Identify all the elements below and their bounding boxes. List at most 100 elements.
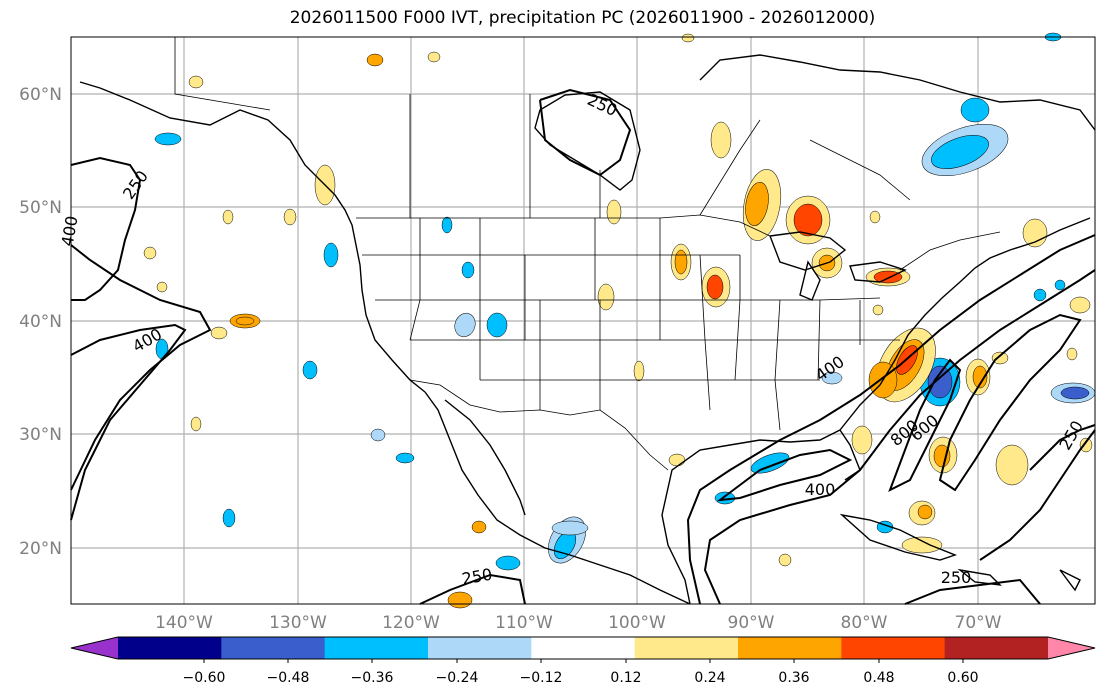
precip-blob xyxy=(395,452,415,464)
precip-blob xyxy=(447,591,473,609)
colorbar-tick-label: 0.24 xyxy=(694,670,725,686)
precip-blob xyxy=(235,316,255,326)
colorbar-tick-label: 0.48 xyxy=(863,670,894,686)
precip-blob xyxy=(143,246,157,260)
ivt-contour xyxy=(70,244,212,491)
precip-blob xyxy=(633,360,645,382)
precip-blob xyxy=(873,270,903,284)
precip-blob xyxy=(427,51,441,63)
colorbar-tick-label: −0.60 xyxy=(183,670,226,686)
longitude-label: 100°W xyxy=(608,613,666,633)
precip-blob xyxy=(210,326,228,340)
precip-blob xyxy=(681,33,695,43)
coastline xyxy=(424,391,691,605)
ivt-contour xyxy=(539,88,632,177)
precip-blob xyxy=(606,199,622,225)
colorbar-tick-label: 0.60 xyxy=(947,670,978,686)
colorbar-segment xyxy=(634,637,739,659)
coastline xyxy=(444,399,526,516)
coastline xyxy=(79,81,426,393)
coastline xyxy=(699,54,1096,131)
colorbar-outline xyxy=(70,636,1096,660)
ivt-contour xyxy=(938,313,1082,492)
longitude-label: 120°W xyxy=(382,613,440,633)
longitude-labels: 140°W 130°W 120°W 110°W 100°W 90°W 80°W 70°W xyxy=(155,613,1002,633)
ivt-contour xyxy=(703,269,1096,605)
ivt-contour xyxy=(70,323,187,521)
colorbar-tick-label: −0.12 xyxy=(520,670,563,686)
precip-blob xyxy=(927,365,953,399)
longitude-label: 130°W xyxy=(269,613,327,633)
longitude-label: 90°W xyxy=(728,613,775,633)
precip-blob xyxy=(668,453,686,467)
precip-blob xyxy=(872,304,884,316)
colorbar-segment xyxy=(428,637,532,659)
precip-blob xyxy=(154,132,182,146)
political-border xyxy=(174,37,271,111)
political-border xyxy=(699,254,711,411)
precip-blob xyxy=(486,312,508,338)
latitude-label: 60°N xyxy=(19,85,62,105)
precip-blob xyxy=(441,216,453,234)
precip-blob xyxy=(1066,347,1078,361)
ivt-contour-label: 400 xyxy=(805,480,836,499)
precip-blob xyxy=(190,416,202,432)
precip-blob xyxy=(597,283,615,311)
latitude-label: 40°N xyxy=(19,312,62,332)
precip-blob xyxy=(933,444,951,468)
precip-blob xyxy=(674,249,688,275)
colorbar-tick-label: −0.24 xyxy=(436,670,479,686)
precip-blob xyxy=(495,555,521,571)
ivt-contour xyxy=(888,358,962,493)
political-border xyxy=(817,299,821,381)
latitude-label: 30°N xyxy=(19,425,62,445)
precip-blob xyxy=(995,444,1029,486)
colorbar-segment xyxy=(531,637,636,659)
figure-title: 2026011500 F000 IVT, precipitation PC (2… xyxy=(289,8,876,28)
longitude-label: 110°W xyxy=(495,613,553,633)
colorbar-tick-label: 0.12 xyxy=(610,670,641,686)
precip-blob xyxy=(283,208,297,226)
colorbar-segment xyxy=(118,637,222,659)
political-border xyxy=(774,299,781,431)
colorbar-segment xyxy=(738,637,842,659)
precip-blob xyxy=(1022,218,1048,248)
ivt-contour xyxy=(1029,424,1096,471)
ivt-contour xyxy=(686,234,1096,605)
colorbar-extend-min xyxy=(71,637,118,659)
ivt-contour xyxy=(419,573,526,605)
precip-blob xyxy=(750,452,790,474)
precip-blob xyxy=(366,53,384,67)
precip-blob xyxy=(869,210,881,224)
colorbar-segment xyxy=(324,637,429,659)
colorbar-tick-label: −0.36 xyxy=(351,670,394,686)
precip-blob xyxy=(323,242,339,268)
precip-blob xyxy=(1054,279,1066,291)
latitude-label: 20°N xyxy=(19,539,62,559)
ivt-contour xyxy=(979,429,1096,561)
ivt-contour xyxy=(716,448,853,502)
latitude-label: 50°N xyxy=(19,198,62,218)
coastline xyxy=(839,217,1091,431)
ivt-contour xyxy=(904,578,1041,605)
precip-blob xyxy=(710,121,732,159)
political-border xyxy=(899,231,1001,271)
precip-blob xyxy=(901,536,943,554)
coastline xyxy=(849,261,907,283)
longitude-label: 70°W xyxy=(955,613,1002,633)
latitude-labels: 60°N 50°N 40°N 30°N 20°N xyxy=(19,85,62,559)
coastline xyxy=(1059,569,1081,592)
map-frame xyxy=(70,36,1096,605)
coastline xyxy=(661,429,861,605)
political-border xyxy=(809,139,911,201)
precip-blob xyxy=(1060,386,1090,400)
precip-blob xyxy=(991,351,1009,365)
colorbar-segment xyxy=(841,637,946,659)
precip-blob xyxy=(917,504,933,520)
precip-blob xyxy=(188,75,204,89)
coastline xyxy=(839,513,958,561)
precip-blob xyxy=(960,97,990,123)
precip-blob xyxy=(461,261,475,279)
coastlines-borders xyxy=(79,37,1096,605)
